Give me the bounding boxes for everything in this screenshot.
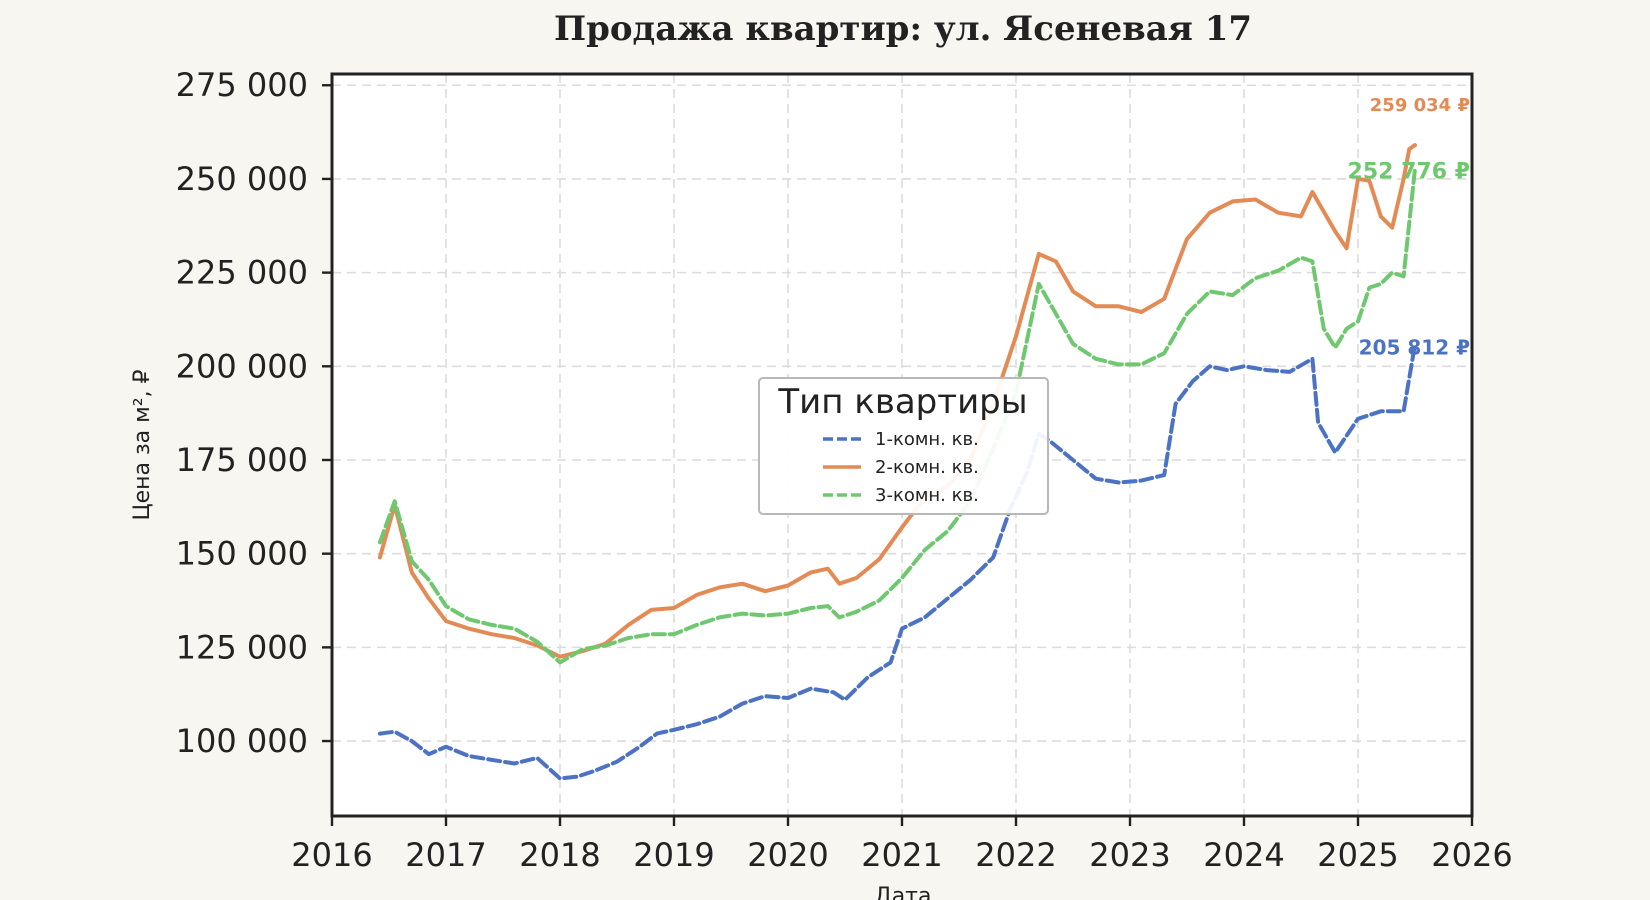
legend: Тип квартиры 1-комн. кв. 2-комн. кв. 3-к… (758, 377, 1049, 515)
x-tick-label: 2016 (291, 836, 372, 874)
end-labels: 205 812 ₽ 259 034 ₽ 252 776 ₽ (1348, 95, 1471, 359)
chart-title: Продажа квартир: ул. Ясеневая 17 (554, 9, 1252, 49)
y-axis-label: Цена за м², ₽ (130, 369, 155, 520)
y-tick-label: 225 000 (176, 254, 308, 292)
x-tick-label: 2025 (1317, 836, 1398, 874)
end-label-series-3: 252 776 ₽ (1348, 160, 1470, 185)
axes: 2016 2017 2018 2019 2020 2021 2022 2023 2024 2025… (176, 66, 1513, 874)
legend-label-3-room: 3-комн. кв. (875, 485, 979, 506)
y-tick-label: 100 000 (176, 722, 308, 760)
y-tick-label: 150 000 (176, 535, 308, 573)
legend-box (758, 377, 1049, 515)
x-tick-label: 2023 (1089, 836, 1170, 874)
y-tick-label: 200 000 (176, 347, 308, 385)
x-tick-label: 2019 (633, 836, 714, 874)
series-line-3 (377, 166, 1417, 665)
y-tick-label: 175 000 (176, 441, 308, 479)
x-tick-label: 2024 (1203, 836, 1284, 874)
y-tick-label: 125 000 (176, 628, 308, 666)
legend-label-1-room: 1-комн. кв. (875, 429, 979, 450)
x-axis-label: Дата (875, 884, 932, 900)
x-tick-label: 2022 (975, 836, 1056, 874)
x-tick-label: 2020 (747, 836, 828, 874)
end-label-series-1: 205 812 ₽ (1359, 336, 1470, 360)
legend-title: Тип квартиры (777, 382, 1027, 422)
end-label-series-2: 259 034 ₽ (1370, 95, 1470, 116)
y-tick-label: 275 000 (176, 66, 308, 104)
x-tick-label: 2017 (405, 836, 486, 874)
x-tick-label: 2026 (1431, 836, 1512, 874)
x-tick-label: 2018 (519, 836, 600, 874)
y-tick-label: 250 000 (176, 160, 308, 198)
x-tick-label: 2021 (861, 836, 942, 874)
grid (332, 74, 1472, 816)
series-line-1 (377, 342, 1417, 781)
legend-label-2-room: 2-комн. кв. (875, 457, 979, 478)
